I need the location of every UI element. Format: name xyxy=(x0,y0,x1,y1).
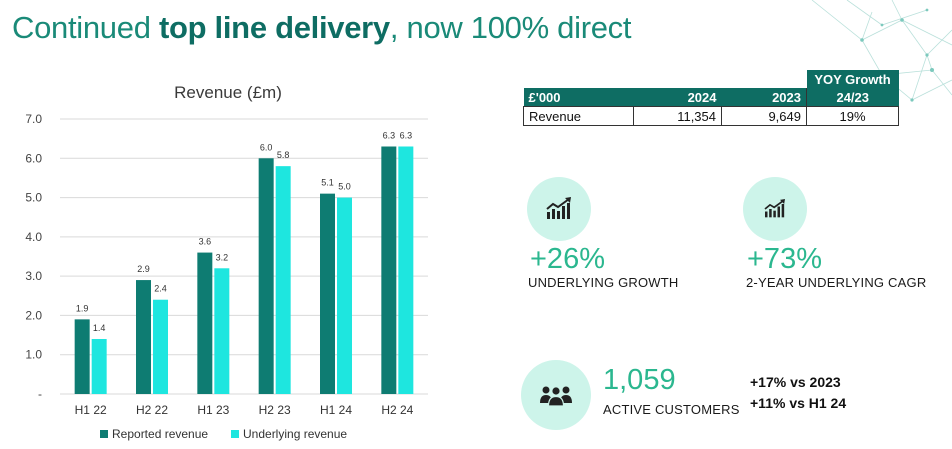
data-label: 3.2 xyxy=(216,252,229,262)
customers-stat-h124: +11% vs H1 24 xyxy=(750,395,847,411)
x-tick-label: H2 23 xyxy=(259,403,291,417)
kpi-cagr-circle xyxy=(743,177,807,241)
table-header-unit: £'000 xyxy=(523,88,634,107)
bar-underlying-h2-22 xyxy=(153,299,168,394)
data-label: 5.0 xyxy=(338,182,351,192)
bar-underlying-h1-22 xyxy=(91,339,107,394)
data-label: 3.6 xyxy=(199,237,212,247)
row-label: Revenue xyxy=(523,106,634,126)
revenue-chart: Revenue (£m) - 1.0 2.0 3.0 4.0 5.0 6.0 7.0 1.9 1… xyxy=(25,83,428,441)
x-tick-label: H2 22 xyxy=(136,403,168,417)
y-tick-label: 5.0 xyxy=(25,191,42,205)
data-label: 6.3 xyxy=(400,131,413,141)
table-row: Revenue 11,354 9,649 19% xyxy=(523,106,899,126)
bar-underlying-h2-24 xyxy=(398,146,414,394)
row-value-yoy: 19% xyxy=(806,106,899,126)
bar-reported-h2-23 xyxy=(258,158,274,394)
legend-swatch-underlying xyxy=(231,430,239,438)
legend-label-reported: Reported revenue xyxy=(112,427,208,441)
data-label: 5.8 xyxy=(277,150,290,160)
kpi-cagr-value: +73% xyxy=(747,243,822,275)
x-tick-label: H2 24 xyxy=(381,403,413,417)
table-header-2024: 2024 xyxy=(633,88,722,107)
customers-stat-2023: +17% vs 2023 xyxy=(750,374,841,390)
bar-underlying-h2-23 xyxy=(275,166,291,394)
data-label: 1.4 xyxy=(93,323,106,333)
kpi-cagr-label: 2-YEAR UNDERLYING CAGR xyxy=(746,275,927,290)
y-tick-label: 6.0 xyxy=(25,151,42,165)
title-bold: top line delivery xyxy=(158,10,390,45)
page-title: Continued top line delivery, now 100% di… xyxy=(12,10,631,46)
bar-underlying-h1-23 xyxy=(214,268,230,394)
chart-growth-icon xyxy=(546,197,571,219)
title-post: , now 100% direct xyxy=(389,10,632,45)
x-tick-label: H1 24 xyxy=(320,403,352,417)
kpi-growth-label: UNDERLYING GROWTH xyxy=(528,275,679,290)
table-header-2023: 2023 xyxy=(721,88,807,107)
bar-underlying-h1-24 xyxy=(337,197,352,394)
y-tick-label: 1.0 xyxy=(25,348,42,362)
bar-reported-h2-24 xyxy=(381,146,397,394)
customers-label: ACTIVE CUSTOMERS xyxy=(603,402,740,417)
legend-label-underlying: Underlying revenue xyxy=(243,427,347,441)
y-tick-label: - xyxy=(38,387,42,401)
row-value-2023: 9,649 xyxy=(721,106,807,126)
bar-reported-h1-22 xyxy=(74,319,90,394)
customers-value: 1,059 xyxy=(603,364,676,396)
kpi-growth-value: +26% xyxy=(530,243,605,275)
people-group-icon xyxy=(540,386,572,407)
chart-title: Revenue (£m) xyxy=(174,83,282,102)
kpi-growth-circle xyxy=(527,177,591,241)
title-pre: Continued xyxy=(12,10,159,45)
y-tick-label: 2.0 xyxy=(25,308,42,322)
x-tick-label: H1 22 xyxy=(75,403,107,417)
y-tick-label: 4.0 xyxy=(25,230,42,244)
data-label: 6.3 xyxy=(383,131,396,141)
data-label: 2.4 xyxy=(154,284,167,294)
data-label: 5.1 xyxy=(321,178,334,188)
data-label: 1.9 xyxy=(76,303,89,313)
customers-circle xyxy=(521,360,591,430)
data-label: 2.9 xyxy=(137,264,150,274)
chart-legend: Reported revenue Underlying revenue xyxy=(100,427,347,441)
revenue-table: YOY Growth £'000 2024 2023 24/23 Revenue… xyxy=(523,70,899,126)
data-label: 6.0 xyxy=(260,142,273,152)
bar-reported-h1-24 xyxy=(320,193,335,394)
row-value-2024: 11,354 xyxy=(633,106,722,126)
y-tick-label: 7.0 xyxy=(25,112,42,126)
bar-reported-h1-23 xyxy=(197,252,213,394)
bar-reported-h2-22 xyxy=(136,280,151,394)
legend-swatch-reported xyxy=(100,430,108,438)
chart-growth-icon xyxy=(764,199,785,218)
x-tick-label: H1 23 xyxy=(197,403,229,417)
table-header-yoy: 24/23 xyxy=(806,88,899,107)
y-tick-label: 3.0 xyxy=(25,269,42,283)
yoy-growth-header: YOY Growth xyxy=(806,70,899,88)
